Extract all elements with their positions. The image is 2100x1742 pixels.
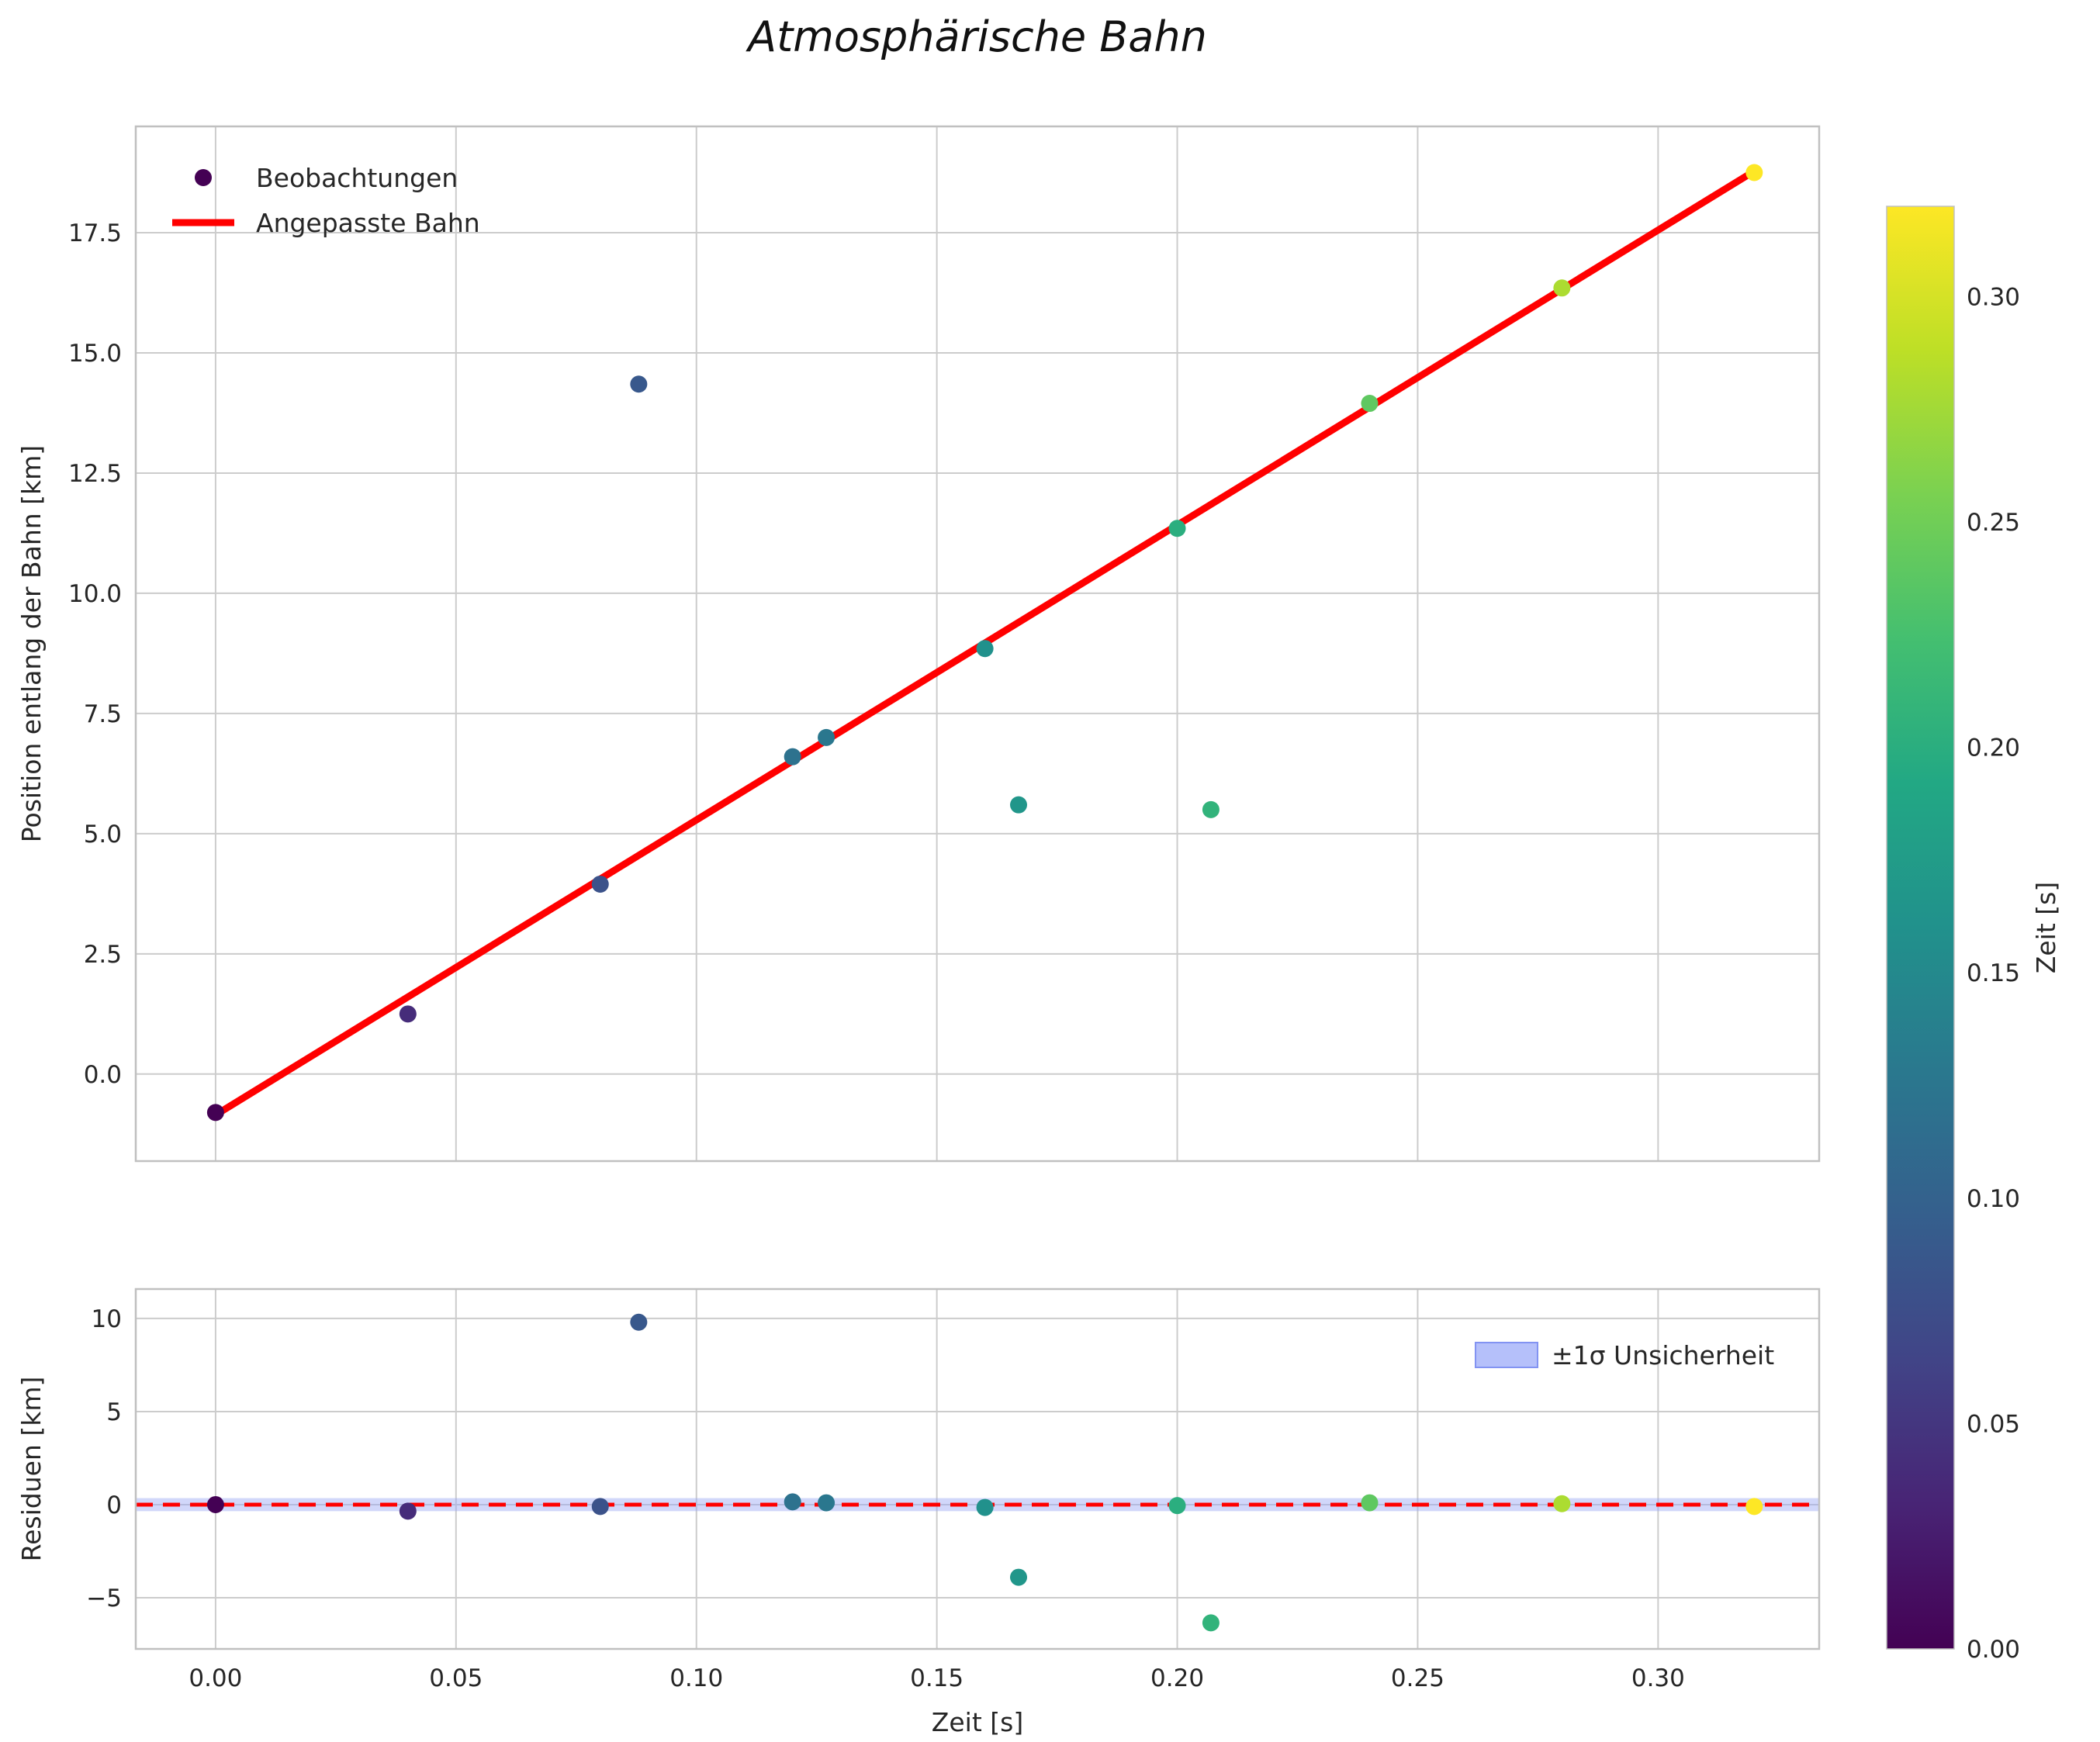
colorbar-tick-label: 0.00 — [1967, 1636, 2020, 1664]
y-tick-label: 10 — [92, 1305, 122, 1333]
data-point — [591, 875, 609, 893]
y-tick-label: 0.0 — [84, 1061, 122, 1089]
residual-plot-frame — [134, 1287, 1821, 1650]
x-tick-label: 0.05 — [429, 1664, 483, 1692]
colorbar-tick-label: 0.25 — [1967, 509, 2020, 537]
data-point — [1553, 1495, 1571, 1512]
y-tick-label: 10.0 — [68, 580, 122, 608]
trajectory-plot-tick-labels: 0.0 2.5 5.0 7.5 10.0 12.5 15.0 17.5 — [68, 219, 122, 1089]
x-tick-label: 0.00 — [189, 1664, 242, 1692]
y-tick-label: 5.0 — [84, 821, 122, 849]
y-tick-label: 7.5 — [84, 700, 122, 728]
residual-plot: 0.00 0.05 0.10 0.15 0.20 0.25 0.30 −5 0 5 10 Residu… — [16, 1287, 1821, 1737]
data-point — [206, 1495, 224, 1513]
residual-plot-ylabel: Residuen [km] — [16, 1377, 47, 1562]
legend-label-beobachtungen: Beobachtungen — [256, 163, 458, 193]
colorbar-tick-label: 0.30 — [1967, 283, 2020, 311]
trajectory-plot-points — [206, 164, 1763, 1122]
colorbar-tick-label: 0.15 — [1967, 959, 2020, 987]
trajectory-plot: 0.0 2.5 5.0 7.5 10.0 12.5 15.0 17.5 Position ent… — [16, 125, 1821, 1163]
y-tick-label: 15.0 — [68, 340, 122, 368]
figure-title: Atmosphärische Bahn — [748, 12, 1207, 61]
x-tick-label: 0.10 — [669, 1664, 723, 1692]
data-point — [818, 1494, 836, 1512]
y-tick-label: 5 — [106, 1398, 122, 1426]
legend-label-angepasste-bahn: Angepasste Bahn — [256, 208, 480, 238]
legend-patch-sample — [1475, 1342, 1538, 1368]
data-point — [206, 1104, 224, 1122]
data-point — [1009, 1568, 1027, 1586]
residual-plot-points — [206, 1313, 1763, 1632]
data-point — [784, 748, 801, 766]
data-point — [1168, 1497, 1186, 1515]
residual-plot-grid — [136, 1289, 1819, 1649]
trajectory-plot-legend: Beobachtungen Angepasste Bahn — [172, 163, 480, 238]
data-point — [1168, 520, 1186, 537]
x-tick-label: 0.20 — [1150, 1664, 1204, 1692]
trajectory-plot-frame — [134, 125, 1821, 1163]
y-tick-label: 12.5 — [68, 460, 122, 488]
x-tick-label: 0.25 — [1391, 1664, 1444, 1692]
data-point — [1202, 1614, 1220, 1632]
data-point — [818, 728, 836, 746]
data-point — [1361, 1494, 1379, 1512]
colorbar-tick-label: 0.20 — [1967, 734, 2020, 762]
data-point — [1745, 164, 1763, 181]
y-tick-label: 2.5 — [84, 941, 122, 969]
data-point — [591, 1498, 609, 1516]
trajectory-plot-ylabel: Position entlang der Bahn [km] — [16, 445, 47, 842]
data-point — [630, 1313, 648, 1331]
data-point — [399, 1005, 417, 1023]
data-point — [976, 640, 994, 658]
trajectory-plot-grid — [136, 126, 1819, 1161]
colorbar-tick-label: 0.10 — [1967, 1185, 2020, 1213]
data-point — [1202, 800, 1220, 818]
residual-plot-xlabel: Zeit [s] — [932, 1707, 1023, 1737]
legend-label-uncertainty: ±1σ Unsicherheit — [1552, 1340, 1774, 1370]
data-point — [630, 375, 648, 393]
data-point — [1009, 796, 1027, 814]
residual-plot-legend: ±1σ Unsicherheit — [1475, 1340, 1774, 1370]
x-tick-label: 0.15 — [910, 1664, 964, 1692]
legend-marker-dot — [195, 169, 212, 186]
colorbar-tick-label: 0.05 — [1967, 1410, 2020, 1438]
x-tick-label: 0.30 — [1631, 1664, 1685, 1692]
data-point — [784, 1493, 801, 1511]
y-tick-label: 0 — [106, 1491, 122, 1519]
data-point — [399, 1502, 417, 1520]
data-point — [1553, 279, 1571, 297]
colorbar-gradient — [1886, 206, 1955, 1650]
data-point — [976, 1498, 994, 1516]
data-point — [1745, 1498, 1763, 1516]
y-tick-label: −5 — [86, 1585, 122, 1612]
colorbar: 0.00 0.05 0.10 0.15 0.20 0.25 0.30 Zeit [s] — [1886, 206, 2061, 1664]
residual-plot-tick-labels: 0.00 0.05 0.10 0.15 0.20 0.25 0.30 −5 0 5 10 — [86, 1305, 1685, 1692]
y-tick-label: 17.5 — [68, 219, 122, 247]
colorbar-label: Zeit [s] — [2031, 882, 2061, 973]
data-point — [1361, 395, 1379, 413]
